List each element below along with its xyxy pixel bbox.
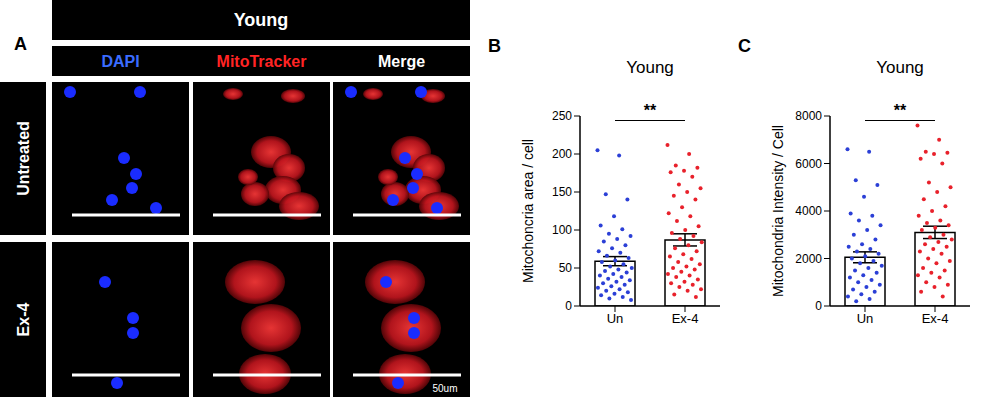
html-text:C: C — [738, 36, 751, 56]
svg-text:Ex-4: Ex-4 — [15, 303, 32, 337]
svg-text:0: 0 — [815, 299, 822, 313]
svg-text:Merge: Merge — [378, 53, 425, 70]
svg-text:250: 250 — [552, 109, 572, 123]
svg-text:Young: Young — [234, 10, 289, 30]
svg-text:Ex-4: Ex-4 — [672, 311, 699, 326]
html-text:Young: Young — [626, 58, 674, 77]
svg-text:4000: 4000 — [795, 204, 822, 218]
svg-text:100: 100 — [552, 223, 572, 237]
svg-text:150: 150 — [552, 185, 572, 199]
svg-text:2000: 2000 — [795, 252, 822, 266]
html-text:B: B — [488, 36, 501, 56]
svg-text:A: A — [14, 34, 27, 54]
svg-text:Untreated: Untreated — [15, 121, 32, 196]
svg-text:0: 0 — [565, 299, 572, 313]
svg-text:Mitochondria Intensity / Cell: Mitochondria Intensity / Cell — [770, 125, 786, 297]
svg-text:8000: 8000 — [795, 109, 822, 123]
svg-text:50um: 50um — [432, 383, 457, 394]
svg-text:Un: Un — [607, 311, 624, 326]
html-text:Young: Young — [876, 58, 924, 77]
svg-text:Mitochoncria area / cell: Mitochoncria area / cell — [520, 139, 536, 283]
svg-text:DAPI: DAPI — [101, 53, 139, 70]
svg-text:Ex-4: Ex-4 — [922, 311, 949, 326]
svg-text:6000: 6000 — [795, 157, 822, 171]
svg-text:Un: Un — [857, 311, 874, 326]
svg-text:50: 50 — [559, 261, 573, 275]
svg-text:MitoTracker: MitoTracker — [217, 53, 307, 70]
svg-text:200: 200 — [552, 147, 572, 161]
